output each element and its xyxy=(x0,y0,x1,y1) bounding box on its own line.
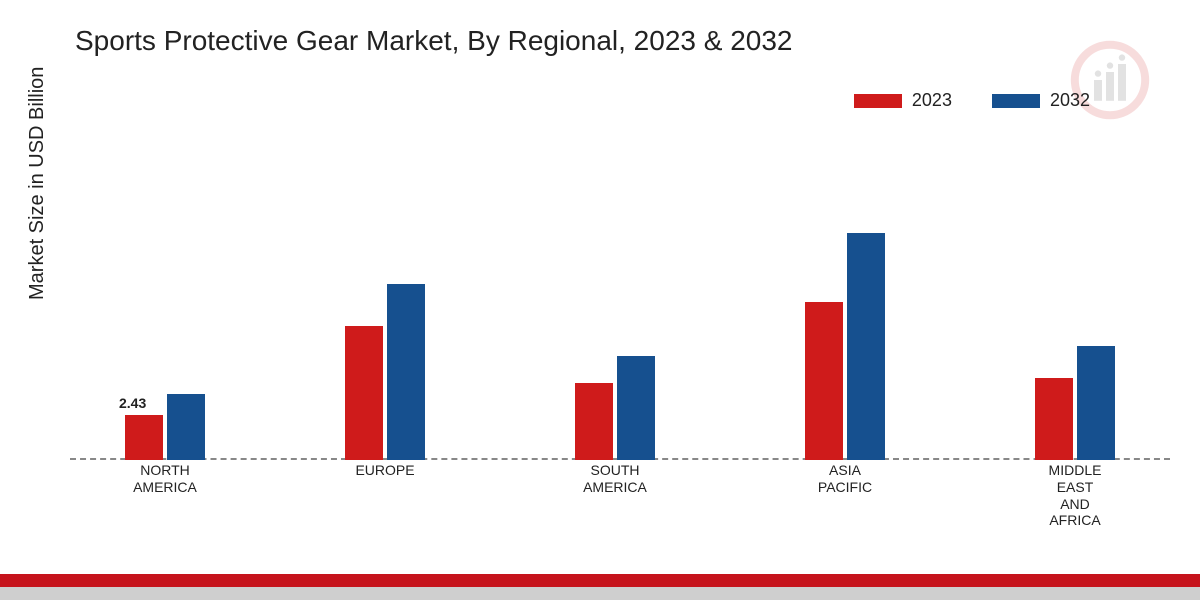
bar-2032 xyxy=(1077,346,1115,460)
legend: 2023 2032 xyxy=(854,90,1090,111)
footer-bar xyxy=(0,574,1200,600)
chart-title: Sports Protective Gear Market, By Region… xyxy=(75,25,793,57)
watermark-dot1 xyxy=(1095,70,1101,76)
bar-2023 xyxy=(1035,378,1073,461)
x-axis-label: NORTH AMERICA xyxy=(100,462,230,496)
chart-plot-area: 2.43 xyxy=(70,130,1170,460)
bar-value-label: 2.43 xyxy=(119,395,146,411)
bar-2023 xyxy=(575,383,613,460)
bar-2032 xyxy=(167,394,205,460)
bar-group xyxy=(320,284,450,460)
bar-group xyxy=(550,356,680,461)
x-axis-label: SOUTH AMERICA xyxy=(550,462,680,496)
legend-item-2032: 2032 xyxy=(992,90,1090,111)
page-root: Sports Protective Gear Market, By Region… xyxy=(0,0,1200,600)
x-axis-label: EUROPE xyxy=(320,462,450,479)
y-axis-label: Market Size in USD Billion xyxy=(26,67,49,300)
bar-2032 xyxy=(847,233,885,460)
legend-swatch-2032 xyxy=(992,94,1040,108)
legend-swatch-2023 xyxy=(854,94,902,108)
x-axis-label: MIDDLE EAST AND AFRICA xyxy=(1010,462,1140,529)
bar-group xyxy=(1010,346,1140,460)
watermark-dot3 xyxy=(1119,54,1125,60)
footer-red xyxy=(0,574,1200,587)
x-axis: NORTH AMERICA EUROPE SOUTH AMERICA ASIA PAC… xyxy=(70,462,1170,562)
bar-group: 2.43 xyxy=(100,394,230,460)
watermark-bar3 xyxy=(1118,64,1126,101)
watermark-dot2 xyxy=(1107,62,1113,68)
bar-2032 xyxy=(617,356,655,461)
legend-label-2023: 2023 xyxy=(912,90,952,111)
bar-2023 xyxy=(345,326,383,460)
bar-2032 xyxy=(387,284,425,460)
footer-grey xyxy=(0,587,1200,600)
watermark-bar1 xyxy=(1094,80,1102,101)
bar-2023 xyxy=(805,302,843,460)
watermark-bar2 xyxy=(1106,72,1114,101)
bar-group xyxy=(780,233,910,460)
legend-item-2023: 2023 xyxy=(854,90,952,111)
x-axis-label: ASIA PACIFIC xyxy=(780,462,910,496)
bar-2023 xyxy=(125,415,163,460)
legend-label-2032: 2032 xyxy=(1050,90,1090,111)
